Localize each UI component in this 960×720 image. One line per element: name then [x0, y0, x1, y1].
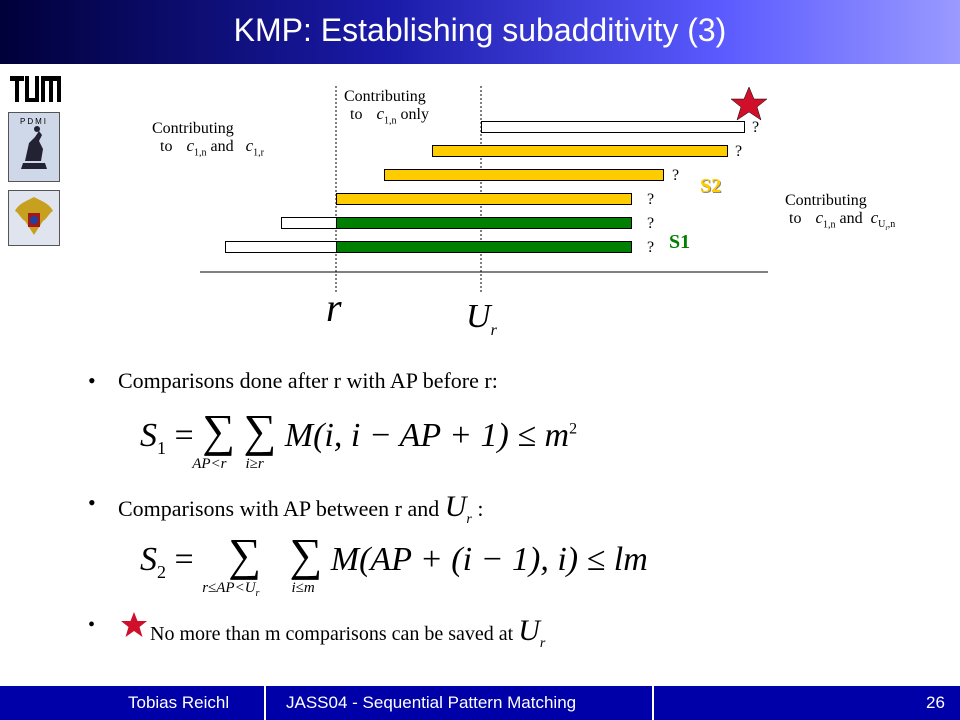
right-contrib-and: and	[839, 210, 863, 227]
f1-lhs: S	[140, 417, 157, 454]
c-var: c	[376, 104, 384, 123]
bullet-2: • Comparisons with AP between r and Ur :	[88, 490, 484, 528]
footer-bar: Tobias Reichl JASS04 - Sequential Patter…	[0, 686, 960, 720]
f2-sum2: ∑ i≤m	[289, 529, 323, 596]
question-mark: ?	[672, 167, 680, 184]
bullet-1-text: Comparisons done after r with AP before …	[118, 368, 498, 393]
c-sub: 1,n	[823, 219, 836, 231]
left-contrib-label: Contributing to c1,n and c1,r	[152, 120, 264, 161]
middle-contrib-line1: Contributing	[344, 88, 426, 105]
pattern-bar-4	[336, 193, 632, 205]
formula-s2: S2 = ∑ r≤AP<Ur ∑ i≤m M(AP + (i − 1), i) ≤ …	[140, 529, 648, 599]
left-contrib-line1: Contributing	[152, 120, 234, 137]
f2-sum1-sub-wrap: r≤AP<Ur	[202, 580, 259, 599]
question-mark: ?	[752, 119, 760, 136]
pattern-bar-1	[481, 121, 745, 133]
middle-contrib-only: only	[400, 106, 429, 123]
f1-sup: 2	[569, 420, 578, 438]
slide-title: KMP: Establishing subadditivity (3)	[233, 12, 727, 48]
f2-sum2-sub: i≤m	[291, 580, 315, 596]
left-contrib-to: to	[160, 138, 173, 155]
c-var: c	[186, 136, 194, 155]
c-sub: 1,n	[194, 147, 207, 159]
b3-ur-var: U	[518, 614, 540, 647]
axis-ur-label: Ur	[466, 298, 497, 340]
star-icon	[730, 86, 768, 121]
f1-lhs-sub: 1	[157, 437, 166, 458]
f2-body: M(AP + (i − 1), i) ≤ lm	[330, 541, 648, 578]
right-contrib-label: Contributing to c1,n and cUr,n	[785, 192, 895, 237]
f2-sum1: ∑ r≤AP<Ur	[202, 529, 261, 599]
footer-page-number: 26	[926, 693, 945, 712]
pdmi-logo: PDMI	[8, 112, 60, 182]
f1-sum2: ∑ i≥r	[243, 405, 277, 472]
footer-course: JASS04 - Sequential Pattern Matching	[286, 693, 577, 712]
pattern-bar-6-left	[225, 241, 337, 253]
pattern-bar-5-right	[336, 217, 632, 229]
bullet-1: • Comparisons done after r with AP befor…	[88, 368, 498, 394]
f1-sum1-sub: AP<r	[192, 456, 227, 472]
bullet-2-text: Comparisons with AP between r and	[118, 496, 440, 521]
c-sub: U	[878, 219, 886, 231]
left-contrib-and: and	[210, 138, 234, 155]
b2-ur-sub: r	[466, 512, 472, 527]
bullet-dot: •	[88, 368, 96, 393]
question-mark: ?	[647, 215, 655, 232]
ur-sub: r	[490, 321, 497, 339]
c-var: c	[870, 208, 879, 227]
eagle-emblem-icon	[15, 197, 53, 235]
b2-ur: Ur	[444, 490, 472, 527]
horse-statue-icon	[21, 126, 47, 169]
bullet-2-suffix: :	[477, 496, 484, 521]
tum-logo	[10, 74, 62, 106]
middle-contrib-label: Contributing to c1,n only	[344, 88, 429, 129]
tum-logo-icon	[10, 76, 61, 102]
pdmi-logo-text: PDMI	[20, 117, 48, 126]
bullet-3: • No more than m comparisons can be save…	[88, 612, 545, 652]
pattern-bar-5-left	[281, 217, 337, 229]
f2-sum1-sub: r≤AP<U	[202, 580, 256, 596]
middle-contrib-to: to	[350, 106, 363, 123]
c-var: c	[245, 136, 254, 155]
star-icon	[121, 612, 147, 637]
question-mark: ?	[647, 191, 655, 208]
axis-r-label: r	[326, 285, 342, 330]
right-contrib-to: to	[789, 210, 802, 227]
f2-sum1-subsub: r	[255, 588, 260, 599]
pattern-bar-2	[432, 145, 728, 157]
b2-ur-var: U	[444, 490, 467, 523]
footer-author: Tobias Reichl	[128, 693, 230, 712]
f1-body: M(i, i − AP + 1) ≤ m	[284, 417, 570, 454]
bullet-3-text: No more than m comparisons can be saved …	[150, 623, 514, 645]
f1-sum1: ∑ AP<r	[192, 405, 235, 472]
right-contrib-line1: Contributing	[785, 192, 867, 209]
question-mark: ?	[735, 143, 743, 160]
c-subsub: r	[885, 224, 888, 233]
c-sub: 1,r	[253, 147, 264, 159]
s2-label: S2	[700, 175, 722, 197]
spbu-logo	[8, 190, 60, 246]
f1-sum2-sub: i≥r	[245, 456, 264, 472]
pattern-bar-6-right	[336, 241, 632, 253]
f2-lhs: S	[140, 541, 157, 578]
b3-ur-sub: r	[539, 636, 546, 651]
diagram-svg	[200, 86, 768, 292]
title-bar: KMP: Establishing subadditivity (3)	[0, 0, 960, 64]
question-mark: ?	[647, 239, 655, 256]
bullet-dot: •	[88, 614, 96, 636]
footer-divider	[264, 686, 266, 720]
c-sub-tail: ,n	[887, 219, 896, 231]
pattern-bar-3	[384, 169, 664, 181]
f2-lhs-sub: 2	[157, 561, 166, 582]
ur-var: U	[466, 298, 491, 335]
c-var: c	[815, 208, 823, 227]
c-sub: 1,n	[384, 115, 397, 127]
bullet-dot: •	[88, 490, 96, 515]
footer-divider	[652, 686, 654, 720]
b3-ur: Ur	[518, 614, 545, 651]
formula-s1: S1 = ∑ AP<r ∑ i≥r M(i, i − AP + 1) ≤ m2	[140, 405, 578, 472]
s1-label: S1	[669, 231, 691, 253]
